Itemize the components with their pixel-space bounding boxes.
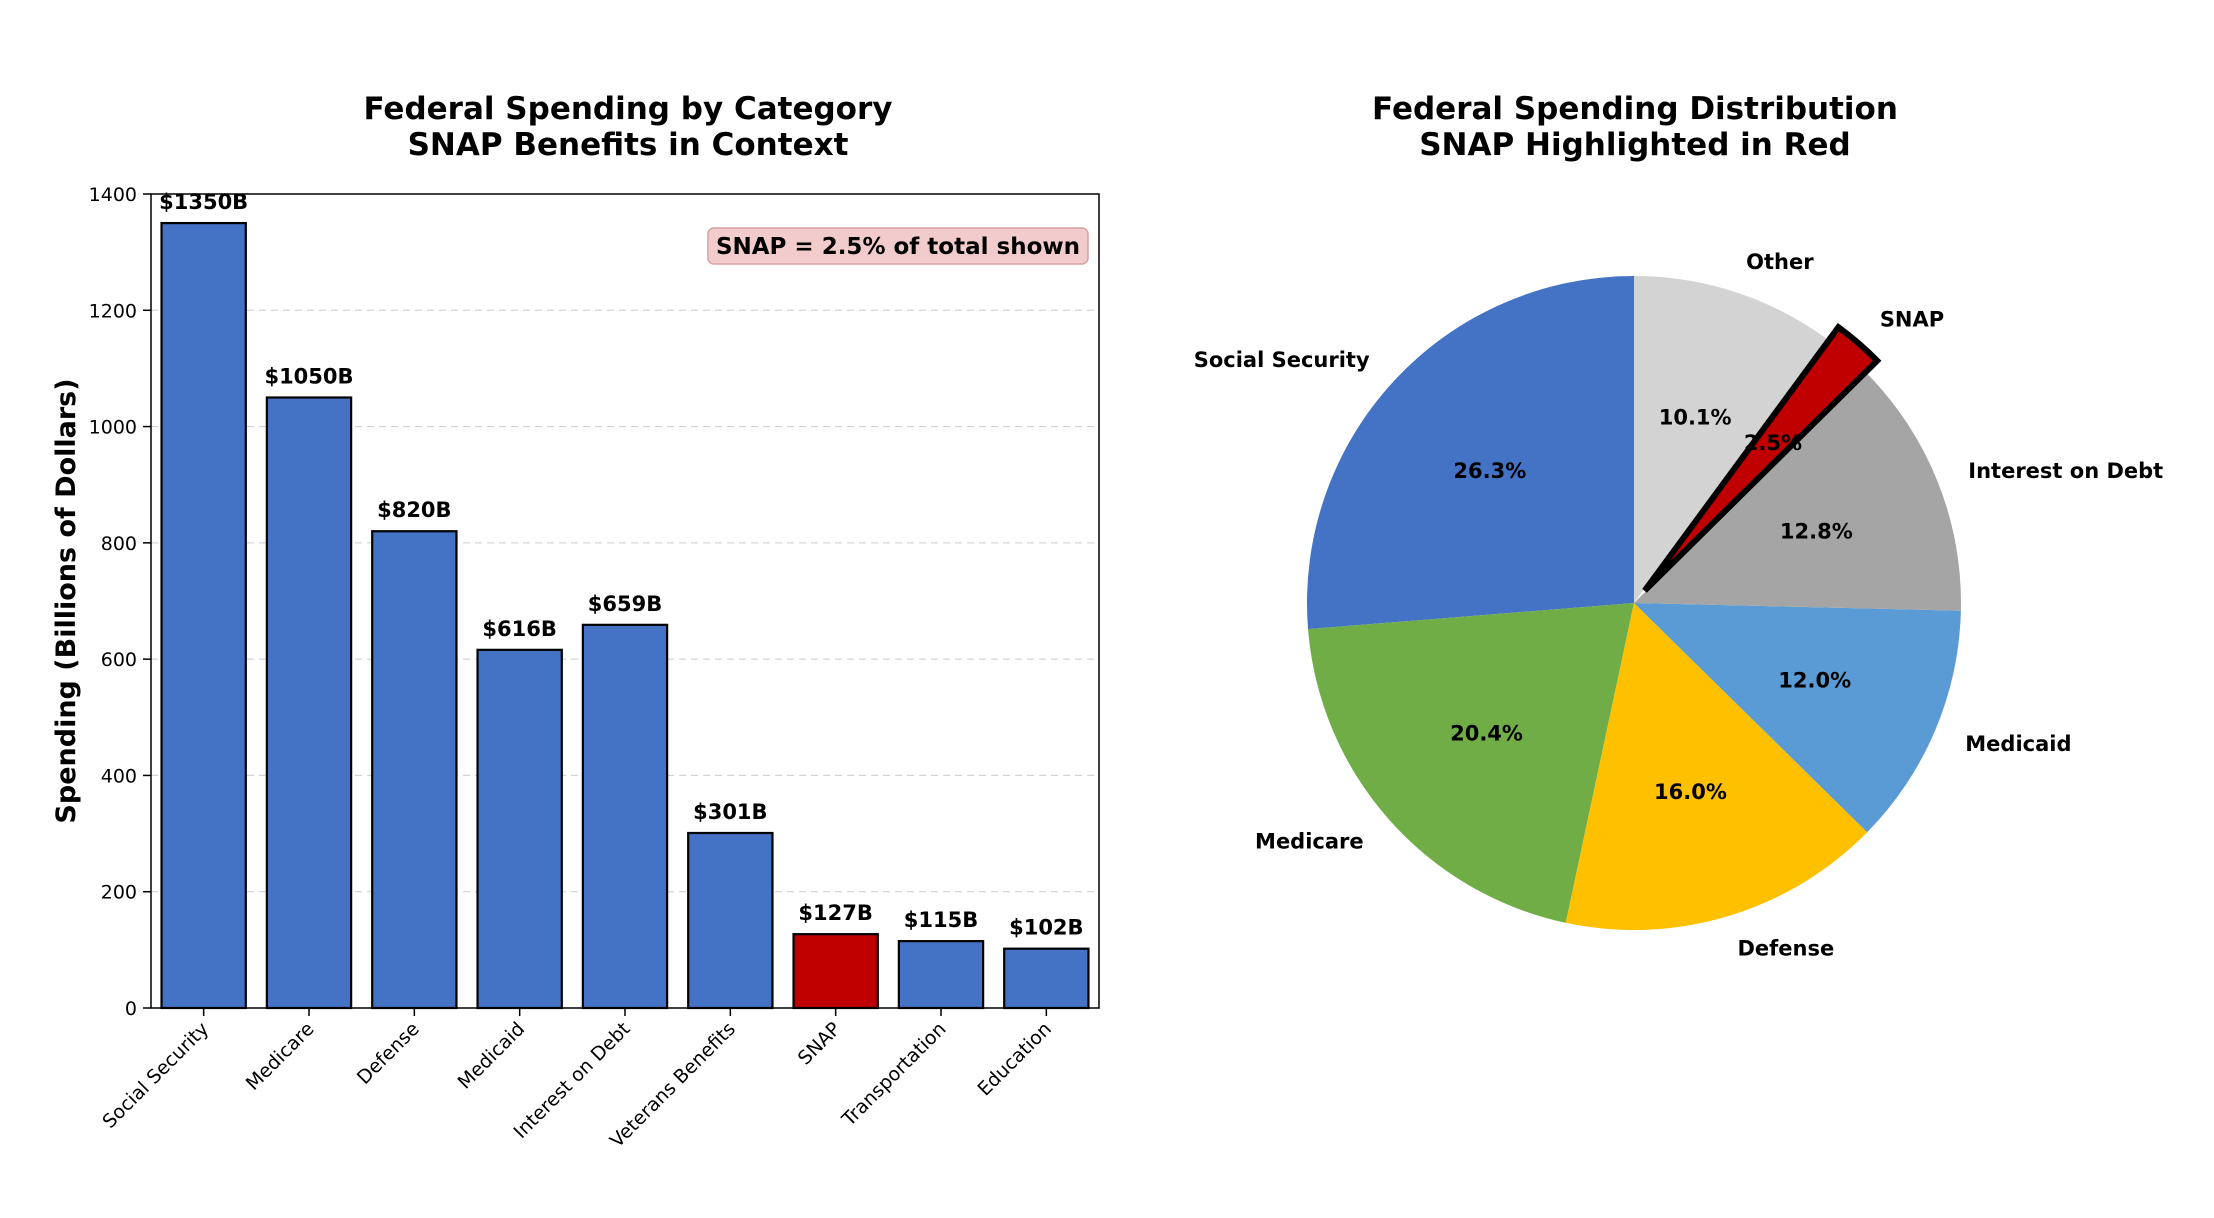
y-tick-label: 1000 (89, 417, 137, 439)
bar-y-axis: 0 200 400 600 800 1000 1200 1400 (89, 184, 151, 1020)
x-tick-label-interest-on-debt: Interest on Debt (510, 1018, 635, 1143)
annotation-text: SNAP = 2.5% of total shown (716, 234, 1080, 260)
pie-slice-defense (1565, 603, 1868, 930)
bar-value-label-education: $102B (1009, 916, 1083, 940)
bar-social-security (160, 221, 247, 1010)
bar-value-labels: $1350B$1050B$820B$616B$659B$301B$127B $11… (159, 190, 1083, 940)
pie-label-medicare: Medicare (1255, 829, 1364, 853)
pie-percent-interest-on-debt: 12.8% (1780, 520, 1853, 544)
bar-value-label-snap: $127B (798, 901, 872, 925)
bar-education (1003, 947, 1090, 1010)
bar-transportation (897, 940, 985, 1010)
x-tick-label-transportation: Transportation (837, 1018, 950, 1131)
bar-medicaid (476, 648, 563, 1010)
x-tick-label-medicaid: Medicaid (454, 1018, 530, 1094)
bar-value-label-interest-on-debt: $659B (588, 592, 662, 616)
pie-percent-defense: 16.0% (1654, 780, 1727, 804)
pie-label-snap: SNAP (1880, 307, 1944, 331)
pie-slice-snap (1642, 322, 1882, 593)
y-tick-label: 200 (101, 882, 137, 904)
pie-slice-medicare (1308, 603, 1634, 923)
bar-value-label-transportation: $115B (904, 908, 978, 932)
y-tick-label: 0 (125, 998, 137, 1020)
annotation-background (707, 227, 1089, 265)
pie-label-interest-on-debt: Interest on Debt (1968, 459, 2163, 483)
pie-chart: Federal Spending Distribution SNAP Highl… (1194, 91, 2163, 960)
bar-value-label-veterans-benefits: $301B (693, 800, 767, 824)
bar-value-label-defense: $820B (377, 498, 451, 522)
x-tick-label-education: Education (973, 1018, 1055, 1100)
pie-label-social-security: Social Security (1194, 348, 1370, 372)
x-tick-label-snap: SNAP (794, 1018, 845, 1069)
y-tick-label: 400 (101, 765, 137, 787)
bar-defense (371, 530, 458, 1010)
x-tick-label-medicare: Medicare (242, 1018, 319, 1095)
y-tick-label: 1200 (89, 300, 137, 322)
y-tick-label: 800 (101, 533, 137, 555)
pie-label-defense: Defense (1738, 936, 1835, 960)
bar-x-axis: Social Security Medicare Defense MedicaidIn… (98, 1008, 1056, 1152)
y-tick-label: 600 (101, 649, 137, 671)
pie-slice-medicaid (1634, 603, 1961, 833)
bar-value-label-medicaid: $616B (482, 617, 556, 641)
pie-label-other: Other (1746, 250, 1814, 274)
bar-chart-title-line1: Federal Spending by Category (364, 91, 893, 127)
bar-medicare (265, 396, 353, 1010)
pie-percent-medicare: 20.4% (1450, 721, 1523, 745)
pie-percent-medicaid: 12.0% (1778, 668, 1851, 692)
pie-percent-social-security: 26.3% (1453, 459, 1526, 483)
bar-y-axis-label: Spending (Billions of Dollars) (51, 378, 82, 823)
pie-percent-labels: 26.3% 20.4% 16.0% 12.0% 12.8% 10.1% 2.5% (1450, 406, 1853, 804)
bar-value-label-medicare: $1050B (264, 365, 353, 389)
pie-chart-title-line2: SNAP Highlighted in Red (1419, 127, 1851, 163)
y-tick-label: 1400 (89, 184, 137, 206)
bar-veterans-benefits (687, 831, 774, 1010)
pie-slice-interest-on-debt (1634, 373, 1962, 611)
pie-slice-other (1634, 276, 1828, 603)
pie-percent-other: 10.1% (1659, 406, 1732, 430)
pie-slice-social-security (1306, 276, 1634, 630)
pie-label-medicaid: Medicaid (1965, 732, 2071, 756)
x-tick-label-social-security: Social Security (98, 1018, 213, 1133)
annotation-box: SNAP = 2.5% of total shown (707, 227, 1089, 265)
pie-slices (1306, 276, 1962, 930)
x-tick-label-defense: Defense (353, 1018, 424, 1089)
pie-chart-title-line1: Federal Spending Distribution (1372, 91, 1898, 127)
bar-chart-title-line2: SNAP Benefits in Context (408, 127, 849, 163)
pie-category-labels: Social Security Medicare Defense Medicaid In… (1194, 250, 2163, 960)
bar-snap (792, 933, 879, 1010)
pie-percent-snap: 2.5% (1744, 431, 1802, 455)
bar-interest-on-debt (581, 623, 669, 1010)
bar-chart: Federal Spending by Category SNAP Benefi… (51, 91, 1100, 1152)
